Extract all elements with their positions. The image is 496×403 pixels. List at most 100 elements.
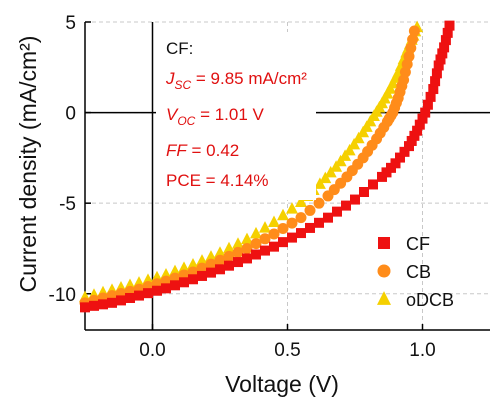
data-point-CF [287,232,297,243]
data-point-CF [278,237,288,248]
data-point-CB [205,258,217,270]
data-point-CB [408,25,420,37]
data-point-CF [422,99,433,110]
annotation-pce: PCE = 4.14% [166,171,269,190]
y-axis-title: Current density (mA/cm²) [15,36,41,293]
annotation-ff: FF = 0.42 [166,141,239,160]
data-point-CF [442,27,453,38]
data-point-CF [296,228,306,239]
data-point-oDCB [259,221,271,233]
data-point-CF [359,187,369,198]
data-point-CF [368,179,378,190]
data-point-CF [323,212,333,223]
data-point-CF [414,119,425,130]
legend-item-CF: CF [378,234,430,254]
legend-item-oDCB: oDCB [377,290,454,310]
legend-label-CF: CF [406,234,430,254]
series-CF [80,20,455,313]
data-point-oDCB [196,254,208,266]
data-point-CF [428,84,439,95]
x-tick-label: 0.0 [139,340,165,361]
jsc-symbol: J [165,69,175,88]
data-point-CF [430,76,441,87]
data-point-CB [232,246,244,258]
data-point-oDCB [295,195,307,208]
data-point-CB [241,242,253,254]
data-point-CF [444,20,455,31]
data-point-CB [223,250,235,262]
data-point-CF [409,130,420,141]
data-point-CF [152,285,162,296]
voc-symbol: V [166,105,179,124]
annotation-background [156,32,316,200]
data-point-CF [395,152,405,163]
y-tick-label: 0 [65,104,76,125]
voc-subscript: OC [177,114,195,128]
x-tick-label: 1.0 [409,340,435,361]
data-point-CB [295,212,307,224]
data-point-oDCB [187,258,199,270]
data-point-CF [224,260,234,271]
data-point-CF [161,283,171,294]
data-point-CB [405,42,417,54]
data-point-CB [286,217,298,229]
data-point-oDCB [241,232,253,245]
ff-value: = 0.42 [187,141,239,160]
data-point-CF [435,54,446,65]
data-point-oDCB [169,264,181,277]
data-point-CB [403,50,415,62]
data-point-CF [206,267,216,278]
data-point-CB [304,204,316,216]
data-point-CF [197,270,207,281]
legend-item-CB: CB [377,262,431,282]
data-point-CF [98,299,108,310]
data-point-CF [125,292,135,303]
series-CB [79,25,420,309]
data-point-CF [412,125,423,136]
data-point-CB [268,228,280,240]
data-point-oDCB [352,131,365,144]
data-point-CF [404,141,414,152]
data-point-CF [417,113,428,124]
data-point-CF [233,257,243,268]
data-point-CF [399,146,410,157]
data-point-CF [269,241,279,252]
data-point-CB [250,238,262,250]
voc-value: = 1.01 V [195,105,264,124]
data-point-CF [170,280,180,291]
data-point-oDCB [343,143,356,156]
data-point-CF [350,194,360,205]
data-point-CF [107,297,117,308]
data-point-CF [439,42,450,53]
legend-marker-CF [378,237,390,249]
data-point-oDCB [214,246,226,258]
annotation-box: CF: JSC = 9.85 mA/cm² VOC = 1.01 V FF = … [156,32,316,200]
data-point-oDCB [178,261,190,273]
ff-symbol: FF [166,141,188,160]
jsc-subscript: SC [175,78,192,92]
data-series [79,20,455,313]
data-point-oDCB [277,208,289,221]
data-point-CF [143,288,153,299]
data-point-CF [134,290,144,301]
data-point-oDCB [223,241,235,254]
data-point-oDCB [205,250,217,262]
data-point-oDCB [286,202,298,214]
annotation-header: CF: [166,39,193,58]
data-point-oDCB [268,215,280,227]
y-tick-label: 5 [65,13,76,34]
data-point-CF [433,60,444,71]
data-point-CF [332,206,342,217]
legend: CF CB oDCB [377,234,454,310]
data-point-CB [277,223,289,235]
annotation-jsc: JSC = 9.85 mA/cm² [165,69,307,92]
data-point-CF [341,200,351,211]
data-point-CB [259,233,271,245]
annotation-voc: VOC = 1.01 V [166,105,265,128]
data-point-CF [406,135,417,146]
x-tick-label: 0.5 [274,340,300,361]
data-point-oDCB [348,137,361,150]
legend-label-CB: CB [406,262,431,282]
data-point-CF [390,158,401,169]
